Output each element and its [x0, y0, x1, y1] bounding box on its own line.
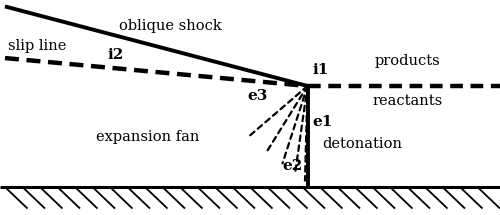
- Text: e1: e1: [312, 115, 333, 129]
- Text: reactants: reactants: [372, 94, 442, 108]
- Text: oblique shock: oblique shock: [118, 19, 222, 33]
- Text: expansion fan: expansion fan: [96, 130, 199, 144]
- Text: e2: e2: [282, 159, 303, 173]
- Text: detonation: detonation: [322, 137, 402, 150]
- Text: i2: i2: [108, 48, 124, 62]
- Text: e3: e3: [248, 89, 268, 103]
- Text: products: products: [374, 54, 440, 68]
- Text: slip line: slip line: [8, 39, 66, 53]
- Text: i1: i1: [312, 63, 329, 77]
